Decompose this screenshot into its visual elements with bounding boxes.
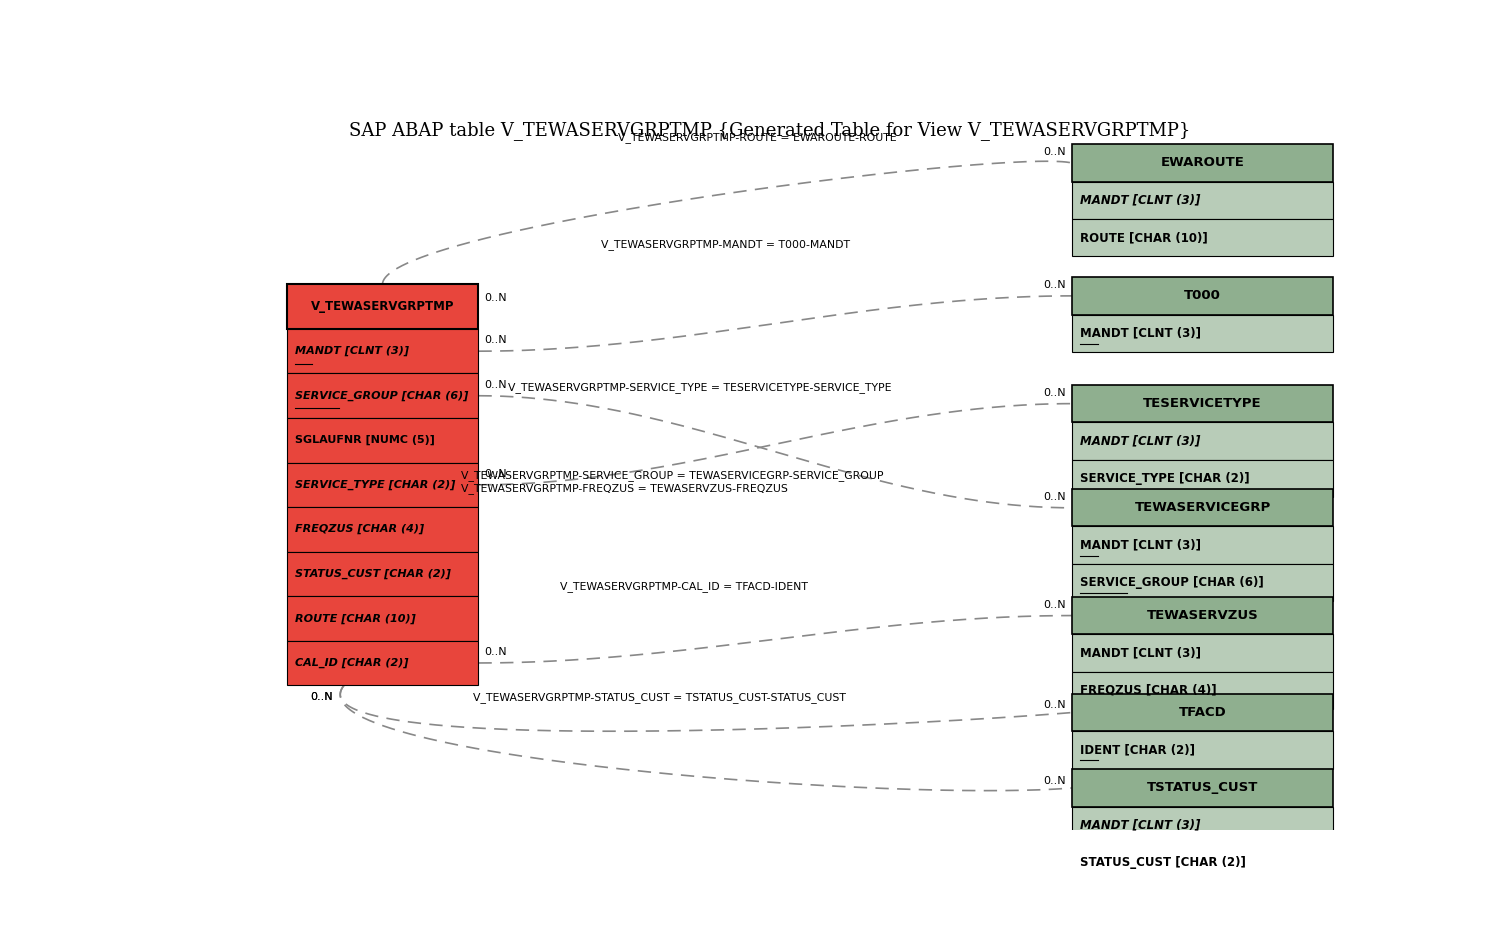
Text: FREQZUS [CHAR (4)]: FREQZUS [CHAR (4)] bbox=[294, 524, 423, 535]
Text: SERVICE_GROUP [CHAR (6)]: SERVICE_GROUP [CHAR (6)] bbox=[294, 391, 468, 401]
FancyBboxPatch shape bbox=[1072, 694, 1333, 731]
Text: 0..N: 0..N bbox=[485, 336, 507, 345]
Text: MANDT [CLNT (3)]: MANDT [CLNT (3)] bbox=[1079, 819, 1201, 832]
FancyBboxPatch shape bbox=[1072, 844, 1333, 882]
FancyBboxPatch shape bbox=[1072, 219, 1333, 257]
Text: 0..N: 0..N bbox=[485, 648, 507, 657]
Text: 0..N: 0..N bbox=[485, 469, 507, 479]
FancyBboxPatch shape bbox=[287, 329, 479, 373]
FancyBboxPatch shape bbox=[1072, 489, 1333, 526]
Text: 0..N: 0..N bbox=[309, 692, 332, 703]
FancyBboxPatch shape bbox=[1072, 423, 1333, 460]
FancyBboxPatch shape bbox=[1072, 564, 1333, 601]
FancyBboxPatch shape bbox=[287, 551, 479, 596]
Text: 0..N: 0..N bbox=[485, 380, 507, 390]
Text: MANDT [CLNT (3)]: MANDT [CLNT (3)] bbox=[1079, 327, 1201, 340]
Text: 0..N: 0..N bbox=[1043, 776, 1066, 786]
Text: SERVICE_TYPE [CHAR (2)]: SERVICE_TYPE [CHAR (2)] bbox=[1079, 472, 1249, 485]
Text: 0..N: 0..N bbox=[1043, 147, 1066, 157]
Text: MANDT [CLNT (3)]: MANDT [CLNT (3)] bbox=[294, 346, 408, 356]
FancyBboxPatch shape bbox=[1072, 597, 1333, 634]
Text: T000: T000 bbox=[1184, 289, 1220, 302]
FancyBboxPatch shape bbox=[287, 418, 479, 463]
Text: 0..N: 0..N bbox=[485, 293, 507, 302]
Text: SERVICE_GROUP [CHAR (6)]: SERVICE_GROUP [CHAR (6)] bbox=[1079, 576, 1264, 589]
Text: SAP ABAP table V_TEWASERVGRPTMP {Generated Table for View V_TEWASERVGRPTMP}: SAP ABAP table V_TEWASERVGRPTMP {Generat… bbox=[348, 121, 1190, 140]
Text: TFACD: TFACD bbox=[1178, 706, 1226, 719]
Text: STATUS_CUST [CHAR (2)]: STATUS_CUST [CHAR (2)] bbox=[294, 569, 450, 579]
FancyBboxPatch shape bbox=[1072, 634, 1333, 672]
Text: TESERVICETYPE: TESERVICETYPE bbox=[1144, 397, 1262, 411]
FancyBboxPatch shape bbox=[1072, 277, 1333, 314]
FancyBboxPatch shape bbox=[1072, 731, 1333, 769]
Text: MANDT [CLNT (3)]: MANDT [CLNT (3)] bbox=[1079, 194, 1201, 207]
Text: MANDT [CLNT (3)]: MANDT [CLNT (3)] bbox=[1079, 538, 1201, 551]
Text: V_TEWASERVGRPTMP-ROUTE = EWAROUTE-ROUTE: V_TEWASERVGRPTMP-ROUTE = EWAROUTE-ROUTE bbox=[618, 132, 896, 143]
FancyBboxPatch shape bbox=[1072, 145, 1333, 182]
Text: V_TEWASERVGRPTMP: V_TEWASERVGRPTMP bbox=[311, 300, 455, 313]
Text: V_TEWASERVGRPTMP-SERVICE_GROUP = TEWASERVICEGRP-SERVICE_GROUP
V_TEWASERVGRPTMP-F: V_TEWASERVGRPTMP-SERVICE_GROUP = TEWASER… bbox=[461, 470, 884, 494]
Text: V_TEWASERVGRPTMP-CAL_ID = TFACD-IDENT: V_TEWASERVGRPTMP-CAL_ID = TFACD-IDENT bbox=[560, 580, 808, 592]
Text: CAL_ID [CHAR (2)]: CAL_ID [CHAR (2)] bbox=[294, 658, 408, 668]
Text: V_TEWASERVGRPTMP-STATUS_CUST = TSTATUS_CUST-STATUS_CUST: V_TEWASERVGRPTMP-STATUS_CUST = TSTATUS_C… bbox=[473, 692, 845, 703]
Text: 0..N: 0..N bbox=[309, 692, 332, 703]
FancyBboxPatch shape bbox=[287, 373, 479, 418]
Text: ROUTE [CHAR (10)]: ROUTE [CHAR (10)] bbox=[1079, 231, 1208, 244]
FancyBboxPatch shape bbox=[1072, 672, 1333, 709]
Text: V_TEWASERVGRPTMP-MANDT = T000-MANDT: V_TEWASERVGRPTMP-MANDT = T000-MANDT bbox=[600, 239, 850, 250]
FancyBboxPatch shape bbox=[287, 596, 479, 641]
Text: 0..N: 0..N bbox=[1043, 600, 1066, 610]
FancyBboxPatch shape bbox=[1072, 807, 1333, 844]
Text: 0..N: 0..N bbox=[1043, 280, 1066, 290]
Text: TEWASERVICEGRP: TEWASERVICEGRP bbox=[1135, 501, 1271, 514]
Text: ROUTE [CHAR (10)]: ROUTE [CHAR (10)] bbox=[294, 613, 416, 623]
Text: TSTATUS_CUST: TSTATUS_CUST bbox=[1147, 782, 1258, 795]
Text: SERVICE_TYPE [CHAR (2)]: SERVICE_TYPE [CHAR (2)] bbox=[294, 480, 455, 490]
Text: IDENT [CHAR (2)]: IDENT [CHAR (2)] bbox=[1079, 744, 1195, 757]
Text: 0..N: 0..N bbox=[1043, 492, 1066, 502]
FancyBboxPatch shape bbox=[1072, 314, 1333, 352]
Text: TEWASERVZUS: TEWASERVZUS bbox=[1147, 609, 1258, 622]
Text: EWAROUTE: EWAROUTE bbox=[1160, 157, 1244, 170]
Text: STATUS_CUST [CHAR (2)]: STATUS_CUST [CHAR (2)] bbox=[1079, 856, 1246, 870]
FancyBboxPatch shape bbox=[287, 285, 479, 329]
FancyBboxPatch shape bbox=[1072, 182, 1333, 219]
FancyBboxPatch shape bbox=[287, 508, 479, 551]
FancyBboxPatch shape bbox=[1072, 385, 1333, 423]
FancyBboxPatch shape bbox=[1072, 526, 1333, 564]
Text: MANDT [CLNT (3)]: MANDT [CLNT (3)] bbox=[1079, 435, 1201, 448]
FancyBboxPatch shape bbox=[1072, 770, 1333, 807]
FancyBboxPatch shape bbox=[287, 463, 479, 508]
FancyBboxPatch shape bbox=[1072, 460, 1333, 497]
Text: FREQZUS [CHAR (4)]: FREQZUS [CHAR (4)] bbox=[1079, 684, 1216, 697]
FancyBboxPatch shape bbox=[287, 641, 479, 685]
Text: MANDT [CLNT (3)]: MANDT [CLNT (3)] bbox=[1079, 647, 1201, 660]
Text: SGLAUFNR [NUMC (5)]: SGLAUFNR [NUMC (5)] bbox=[294, 435, 434, 445]
Text: V_TEWASERVGRPTMP-SERVICE_TYPE = TESERVICETYPE-SERVICE_TYPE: V_TEWASERVGRPTMP-SERVICE_TYPE = TESERVIC… bbox=[507, 382, 892, 393]
Text: 0..N: 0..N bbox=[1043, 388, 1066, 397]
Text: 0..N: 0..N bbox=[1043, 701, 1066, 710]
